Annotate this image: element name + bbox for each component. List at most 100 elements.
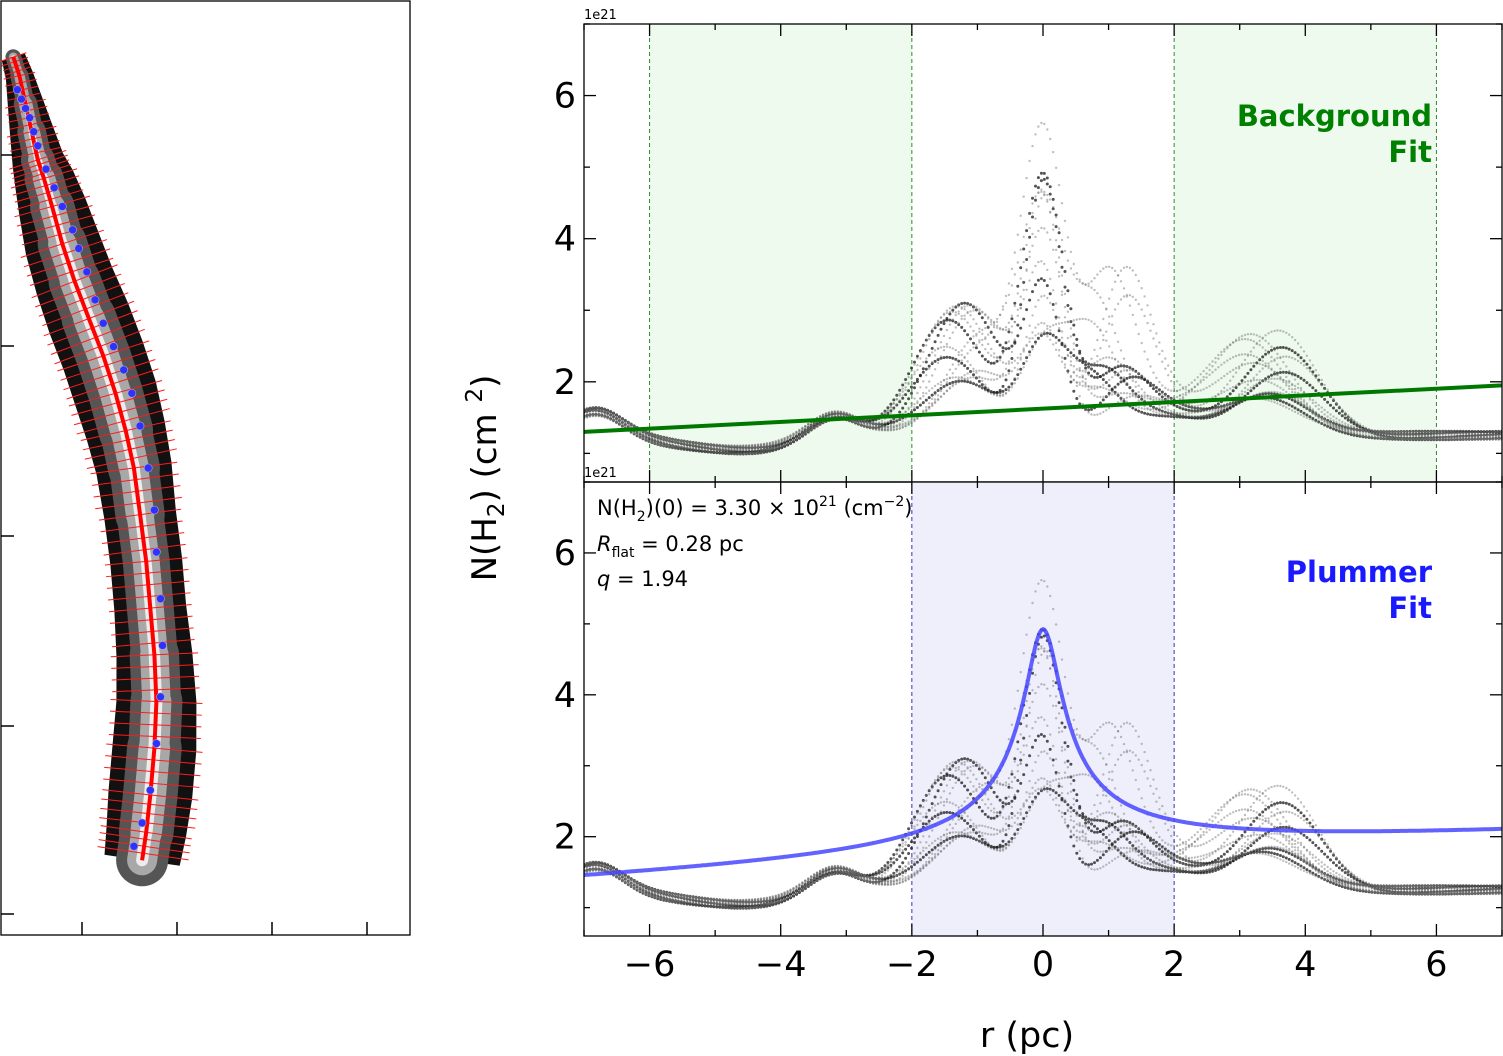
profile-point <box>1108 322 1111 325</box>
profile-point <box>1081 317 1084 321</box>
profile-point <box>1187 389 1191 393</box>
profile-point <box>1391 432 1394 436</box>
profile-point <box>827 413 831 417</box>
profile-point <box>1169 415 1173 418</box>
profile-point <box>656 442 660 446</box>
profile-point <box>762 449 766 453</box>
profile-point <box>919 397 922 400</box>
profile-point <box>1090 392 1093 395</box>
profile-point <box>1391 432 1394 435</box>
profile-point <box>1157 392 1161 396</box>
profile-point <box>1028 340 1031 343</box>
profile-point <box>1107 391 1111 395</box>
profile-point <box>759 443 763 446</box>
profile-point <box>1113 357 1117 361</box>
profile-point <box>1326 411 1329 414</box>
profile-point <box>1491 438 1495 441</box>
profile-point <box>1358 425 1362 429</box>
profile-point <box>898 399 901 402</box>
profile-point <box>975 305 978 309</box>
profile-point <box>1382 435 1385 438</box>
profile-point <box>901 422 904 426</box>
profile-point <box>1172 411 1176 414</box>
profile-point <box>942 385 946 388</box>
profile-point <box>662 444 665 447</box>
profile-point <box>1479 433 1483 437</box>
profile-point <box>963 364 967 368</box>
profile-point <box>597 413 601 417</box>
profile-point <box>1025 308 1029 312</box>
profile-point <box>1167 374 1170 377</box>
profile-point <box>990 372 993 375</box>
profile-point <box>1181 404 1185 407</box>
profile-point <box>948 376 952 379</box>
profile-point <box>869 427 872 430</box>
profile-point <box>1255 341 1259 345</box>
profile-point <box>1334 409 1338 413</box>
profile-point <box>1161 405 1164 409</box>
profile-point <box>1352 419 1356 422</box>
profile-point <box>662 438 665 442</box>
profile-point <box>703 446 707 450</box>
profile-point <box>1007 389 1011 392</box>
profile-point <box>1122 398 1126 401</box>
profile-point <box>780 444 783 447</box>
profile-point <box>1412 438 1415 441</box>
profile-point <box>990 330 993 333</box>
profile-point <box>615 413 618 416</box>
profile-point <box>1054 317 1058 320</box>
profile-point <box>969 376 972 379</box>
profile-point <box>833 412 837 416</box>
profile-point <box>641 433 645 436</box>
profile-point <box>624 419 627 423</box>
profile-point <box>798 431 801 434</box>
profile-point <box>597 406 600 409</box>
profile-point <box>686 445 689 449</box>
profile-point <box>868 426 872 429</box>
profile-point <box>620 424 624 428</box>
profile-point <box>1099 347 1102 350</box>
profile-point <box>898 400 902 404</box>
profile-point <box>1494 434 1498 437</box>
profile-point <box>1468 431 1471 435</box>
profile-point <box>1264 349 1267 352</box>
profile-point <box>866 420 869 424</box>
profile-point <box>995 356 999 359</box>
profile-point <box>1473 430 1477 433</box>
profile-point <box>998 313 1002 316</box>
profile-point <box>1367 436 1371 439</box>
profile-point <box>718 446 721 449</box>
profile-point <box>1459 436 1462 440</box>
profile-point <box>1137 830 1141 834</box>
profile-point <box>874 422 878 425</box>
profile-point <box>931 374 934 377</box>
profile-point <box>872 420 875 423</box>
profile-point <box>1423 432 1427 436</box>
profile-point <box>1267 390 1270 394</box>
profile-point <box>1034 235 1037 239</box>
profile-point <box>644 430 648 434</box>
profile-point <box>1400 434 1403 437</box>
profile-point <box>963 301 967 305</box>
profile-point <box>1350 432 1353 435</box>
map-panel <box>0 0 411 936</box>
profile-point <box>1028 250 1031 253</box>
profile-point <box>585 413 589 416</box>
profile-point <box>759 450 763 453</box>
profile-point <box>1075 381 1079 384</box>
profile-point <box>1261 379 1264 383</box>
profile-point <box>635 433 639 437</box>
profile-point <box>948 336 952 340</box>
profile-point <box>957 359 961 363</box>
profile-point <box>1296 353 1300 357</box>
profile-point <box>609 410 613 414</box>
profile-point <box>1010 331 1014 334</box>
profile-point <box>1049 210 1052 213</box>
profile-point <box>918 349 922 353</box>
profile-point <box>1052 308 1055 312</box>
profile-point <box>689 442 692 445</box>
profile-point <box>1214 412 1217 416</box>
profile-point <box>1010 357 1014 360</box>
profile-point <box>1497 438 1500 441</box>
profile-point <box>1143 350 1146 353</box>
